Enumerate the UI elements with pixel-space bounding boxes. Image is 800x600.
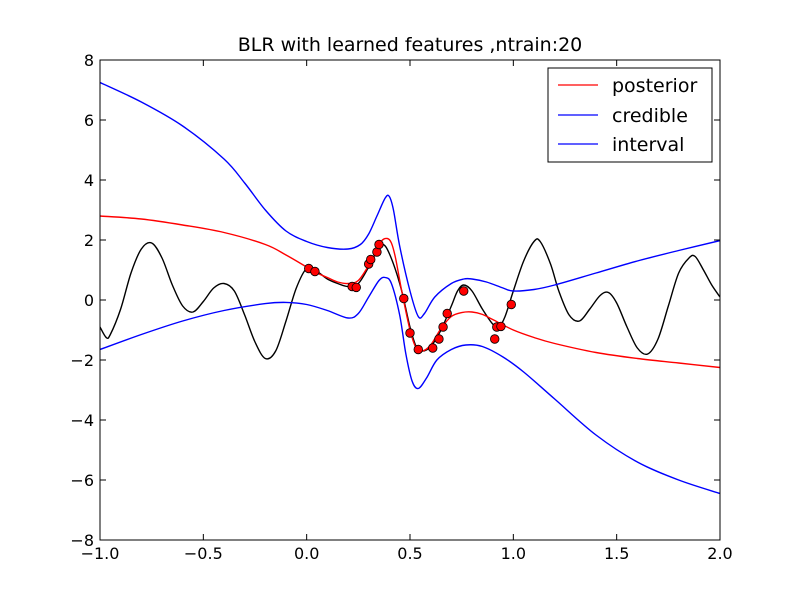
training-point [442, 308, 452, 319]
y-tick-label: −6 [70, 471, 94, 490]
x-tick-label: 1.0 [501, 544, 526, 563]
training-point [310, 266, 320, 277]
y-tick-label: 0 [84, 291, 94, 310]
y-tick-label: 2 [84, 231, 94, 250]
y-tick-label: −8 [70, 531, 94, 550]
legend-label-interval: interval [612, 134, 684, 156]
legend: posterior credible interval [547, 67, 713, 163]
credible-upper-line [100, 81, 720, 319]
ticks-layer: −1.0 −0.5 0.0 0.5 1.0 1.5 2.0 −8 −6 −4 −2 0 2 4 6 8 [70, 51, 732, 563]
training-point [351, 282, 361, 293]
chart-title: BLR with learned features ,ntrain:20 [238, 34, 583, 56]
legend-label-credible: credible [612, 105, 688, 127]
x-tick-label: 0.0 [294, 544, 319, 563]
credible-lower-line [100, 276, 720, 495]
x-tick-label: 2.0 [707, 544, 732, 563]
training-point [496, 321, 506, 332]
training-point [428, 343, 438, 353]
training-point [413, 344, 423, 355]
x-tick-label: −1.0 [81, 544, 120, 563]
training-point [399, 293, 409, 304]
training-point [490, 334, 500, 344]
training-point [434, 334, 444, 344]
y-tick-label: 8 [84, 51, 94, 70]
training-point [374, 239, 384, 250]
training-point [366, 254, 376, 265]
training-point [459, 286, 469, 296]
y-tick-label: −4 [70, 411, 94, 430]
legend-label-posterior: posterior [612, 75, 697, 97]
y-tick-label: 6 [84, 111, 94, 130]
training-points-layer [304, 239, 516, 355]
x-tick-label: 1.5 [604, 544, 629, 563]
x-tick-label: 0.5 [397, 544, 422, 563]
y-tick-label: 4 [84, 171, 94, 190]
x-tick-label: −0.5 [184, 544, 223, 563]
y-tick-label: −2 [70, 351, 94, 370]
training-point [438, 322, 448, 332]
training-point [405, 328, 415, 338]
training-point [506, 299, 516, 310]
